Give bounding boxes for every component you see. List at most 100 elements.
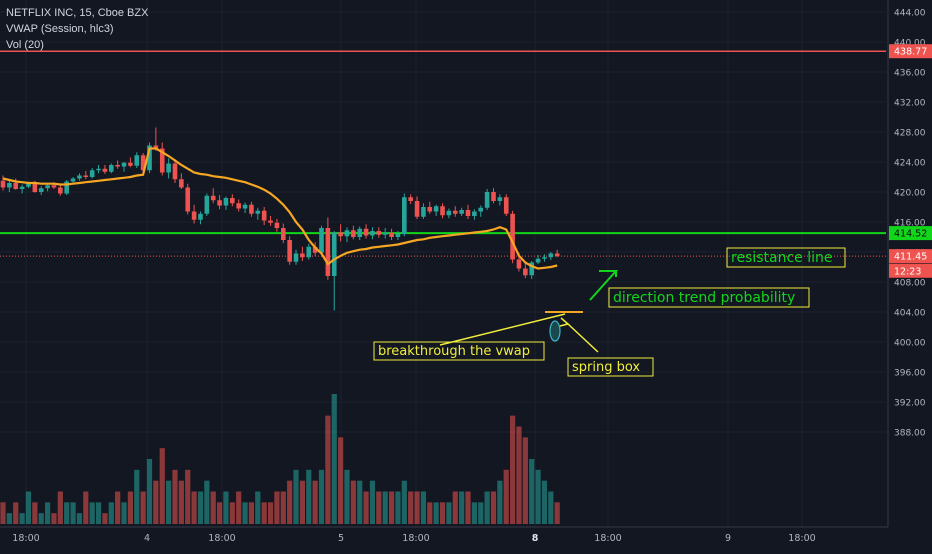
volume-bar (185, 469, 191, 524)
price-tick-label: 428.00 (894, 129, 926, 139)
volume-bar (134, 469, 140, 524)
last-price-tag (889, 249, 932, 264)
candle-body (204, 195, 210, 214)
candle-body (51, 185, 57, 188)
volume-bar (338, 437, 344, 524)
candle-body (402, 197, 407, 234)
candle-body (535, 258, 541, 263)
candle-body (459, 210, 464, 214)
vwap-indicator-label[interactable]: VWAP (Session, hlc3) (6, 23, 114, 35)
candle-body (376, 231, 382, 235)
candle-body (128, 162, 133, 166)
candle-body (478, 207, 484, 212)
candle-body (325, 228, 331, 276)
candle-body (108, 165, 114, 172)
volume-bar (535, 469, 541, 524)
volume-bar (306, 469, 312, 524)
candle-body (115, 165, 120, 167)
volume-bar (51, 513, 57, 524)
volume-bar (554, 502, 560, 524)
volume-bar (57, 491, 63, 524)
price-tick-label: 388.00 (894, 429, 926, 439)
price-tick-label: 416.00 (894, 219, 926, 229)
candle-body (280, 228, 286, 240)
volume-bar (516, 426, 522, 524)
volume-bar (242, 502, 248, 524)
volume-bar (236, 491, 242, 524)
spring-box-ellipse (549, 320, 561, 342)
time-tick-label: 18:00 (594, 533, 621, 544)
volume-bar (13, 502, 19, 524)
volume-indicator-label[interactable]: Vol (20) (6, 39, 44, 51)
last-price-tag-label: 411.45 (894, 252, 927, 263)
volume-bar (497, 480, 503, 524)
time-tick-label: 4 (144, 533, 150, 544)
volume-bar (299, 480, 305, 524)
symbol-title: NETFLIX INC, 15, Cboe BZX (6, 7, 149, 19)
candle-body (491, 192, 496, 201)
spring-label: spring box (572, 360, 640, 375)
candle-body (433, 206, 439, 212)
volume-bar (478, 502, 484, 524)
time-tick-label: 18:00 (788, 533, 815, 544)
price-tick-label: 392.00 (894, 399, 926, 409)
candle-body (26, 183, 31, 187)
vwap-break-pointer (439, 313, 566, 346)
candle-body (198, 213, 203, 220)
candle-body (140, 155, 146, 171)
volume-bar (401, 480, 407, 524)
candle-body (19, 186, 25, 189)
time-tick-label: 18:00 (208, 533, 235, 544)
candle-body (414, 201, 420, 217)
volume-bar (197, 491, 204, 524)
candle-body (58, 187, 63, 194)
candle-body (96, 168, 101, 171)
candle-body (331, 232, 337, 276)
upper-level-tag (889, 44, 932, 59)
candle-body (370, 231, 375, 236)
volume-bar (471, 502, 477, 524)
candle-body (389, 232, 394, 237)
volume-bar (369, 480, 376, 524)
volume-bar (382, 491, 388, 524)
volume-bar (376, 491, 382, 524)
candle-body (147, 145, 152, 171)
candle-body (542, 257, 547, 259)
time-tick-label: 9 (725, 533, 731, 544)
price-tick-label: 400.00 (894, 339, 926, 349)
volume-bar (64, 502, 70, 524)
candle-body (191, 211, 197, 220)
candle-body (83, 175, 89, 177)
volume-bar (191, 491, 197, 524)
volume-bar (229, 502, 235, 524)
price-tick-label: 440.00 (894, 39, 926, 49)
volume-bar (490, 491, 497, 524)
volume-bar (70, 502, 76, 524)
volume-bar (325, 415, 331, 524)
candle-body (223, 198, 229, 206)
volume-bar (439, 502, 446, 524)
volume-bar (140, 491, 146, 524)
candle-body (0, 180, 6, 188)
candle-body (242, 204, 248, 209)
time-tick-label: 5 (338, 533, 344, 544)
volume-bar (255, 491, 261, 524)
candle-body (338, 232, 343, 237)
candle-body (510, 213, 515, 260)
spring-arrowhead (559, 317, 570, 327)
candle-body (452, 210, 458, 214)
spring-pointer (567, 323, 599, 353)
candle-body (230, 198, 235, 204)
candle-body (274, 222, 280, 228)
volume-bar (44, 502, 51, 524)
candle-body (421, 207, 426, 217)
time-tick-label: 18:00 (402, 533, 429, 544)
volume-bar (25, 491, 32, 524)
volume-bar (280, 491, 286, 524)
volume-bar (427, 502, 433, 524)
volume-bar (287, 480, 293, 524)
volume-bar (38, 513, 44, 524)
volume-bar (83, 491, 89, 524)
